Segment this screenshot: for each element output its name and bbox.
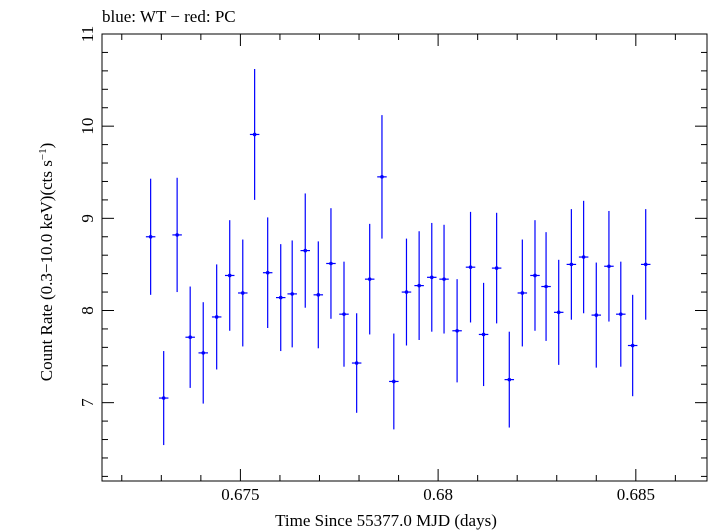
data-point xyxy=(494,266,499,270)
data-point xyxy=(468,265,473,269)
data-point xyxy=(643,262,648,267)
y-axis-label-end: ) xyxy=(37,143,56,149)
data-point xyxy=(367,277,372,281)
y-axis-label-main: Count Rate (0.3−10.0 keV)(cts s xyxy=(37,160,56,381)
x-tick-label: 0.685 xyxy=(617,485,655,504)
data-point xyxy=(278,295,283,300)
data-point xyxy=(481,332,486,337)
data-point xyxy=(429,275,434,280)
data-point xyxy=(161,396,166,400)
data-point xyxy=(507,377,512,382)
x-tick-label: 0.68 xyxy=(423,485,453,504)
y-tick-label: 10 xyxy=(78,118,97,135)
data-point xyxy=(630,343,635,348)
y-tick-label: 9 xyxy=(78,214,97,223)
y-axis-label: Count Rate (0.3−10.0 keV)(cts s−1) xyxy=(37,143,56,382)
data-point xyxy=(188,335,192,340)
plot-frame xyxy=(101,33,708,482)
data-point xyxy=(594,313,599,317)
data-point xyxy=(227,273,232,278)
data-point xyxy=(569,262,574,267)
data-point xyxy=(607,264,611,269)
data-point xyxy=(618,312,623,316)
data-point xyxy=(252,132,257,137)
y-axis-label-superscript: −1 xyxy=(37,148,49,160)
x-tick-label: 0.675 xyxy=(221,485,259,504)
data-point xyxy=(417,283,421,288)
data-points xyxy=(145,69,651,446)
y-tick-labels: 7 8 9 10 11 xyxy=(78,26,97,407)
data-point xyxy=(148,234,153,239)
data-point xyxy=(316,293,321,297)
data-point xyxy=(290,292,294,296)
data-point xyxy=(404,290,409,294)
data-point xyxy=(214,315,219,319)
data-point xyxy=(455,328,459,333)
y-tick-label: 11 xyxy=(78,26,97,42)
data-point xyxy=(240,291,245,295)
data-point xyxy=(354,361,359,365)
data-point xyxy=(556,310,561,315)
data-point xyxy=(544,284,548,289)
data-point xyxy=(303,248,308,253)
x-tick-labels: 0.675 0.68 0.685 xyxy=(221,485,655,504)
y-tick-label: 7 xyxy=(78,398,97,407)
data-point xyxy=(520,291,525,295)
data-point xyxy=(329,261,333,266)
data-point xyxy=(265,270,270,275)
y-tick-label: 8 xyxy=(78,306,97,315)
data-point xyxy=(380,175,384,179)
data-point xyxy=(581,255,586,259)
data-point xyxy=(533,273,537,278)
x-axis-label: Time Since 55377.0 MJD (days) xyxy=(275,511,497,530)
axis-ticks xyxy=(102,33,707,481)
data-point xyxy=(342,312,346,316)
chart-title: blue: WT − red: PC xyxy=(102,7,236,26)
data-point xyxy=(175,233,179,237)
data-point xyxy=(442,277,446,281)
data-point xyxy=(201,351,206,355)
data-point xyxy=(392,379,396,384)
